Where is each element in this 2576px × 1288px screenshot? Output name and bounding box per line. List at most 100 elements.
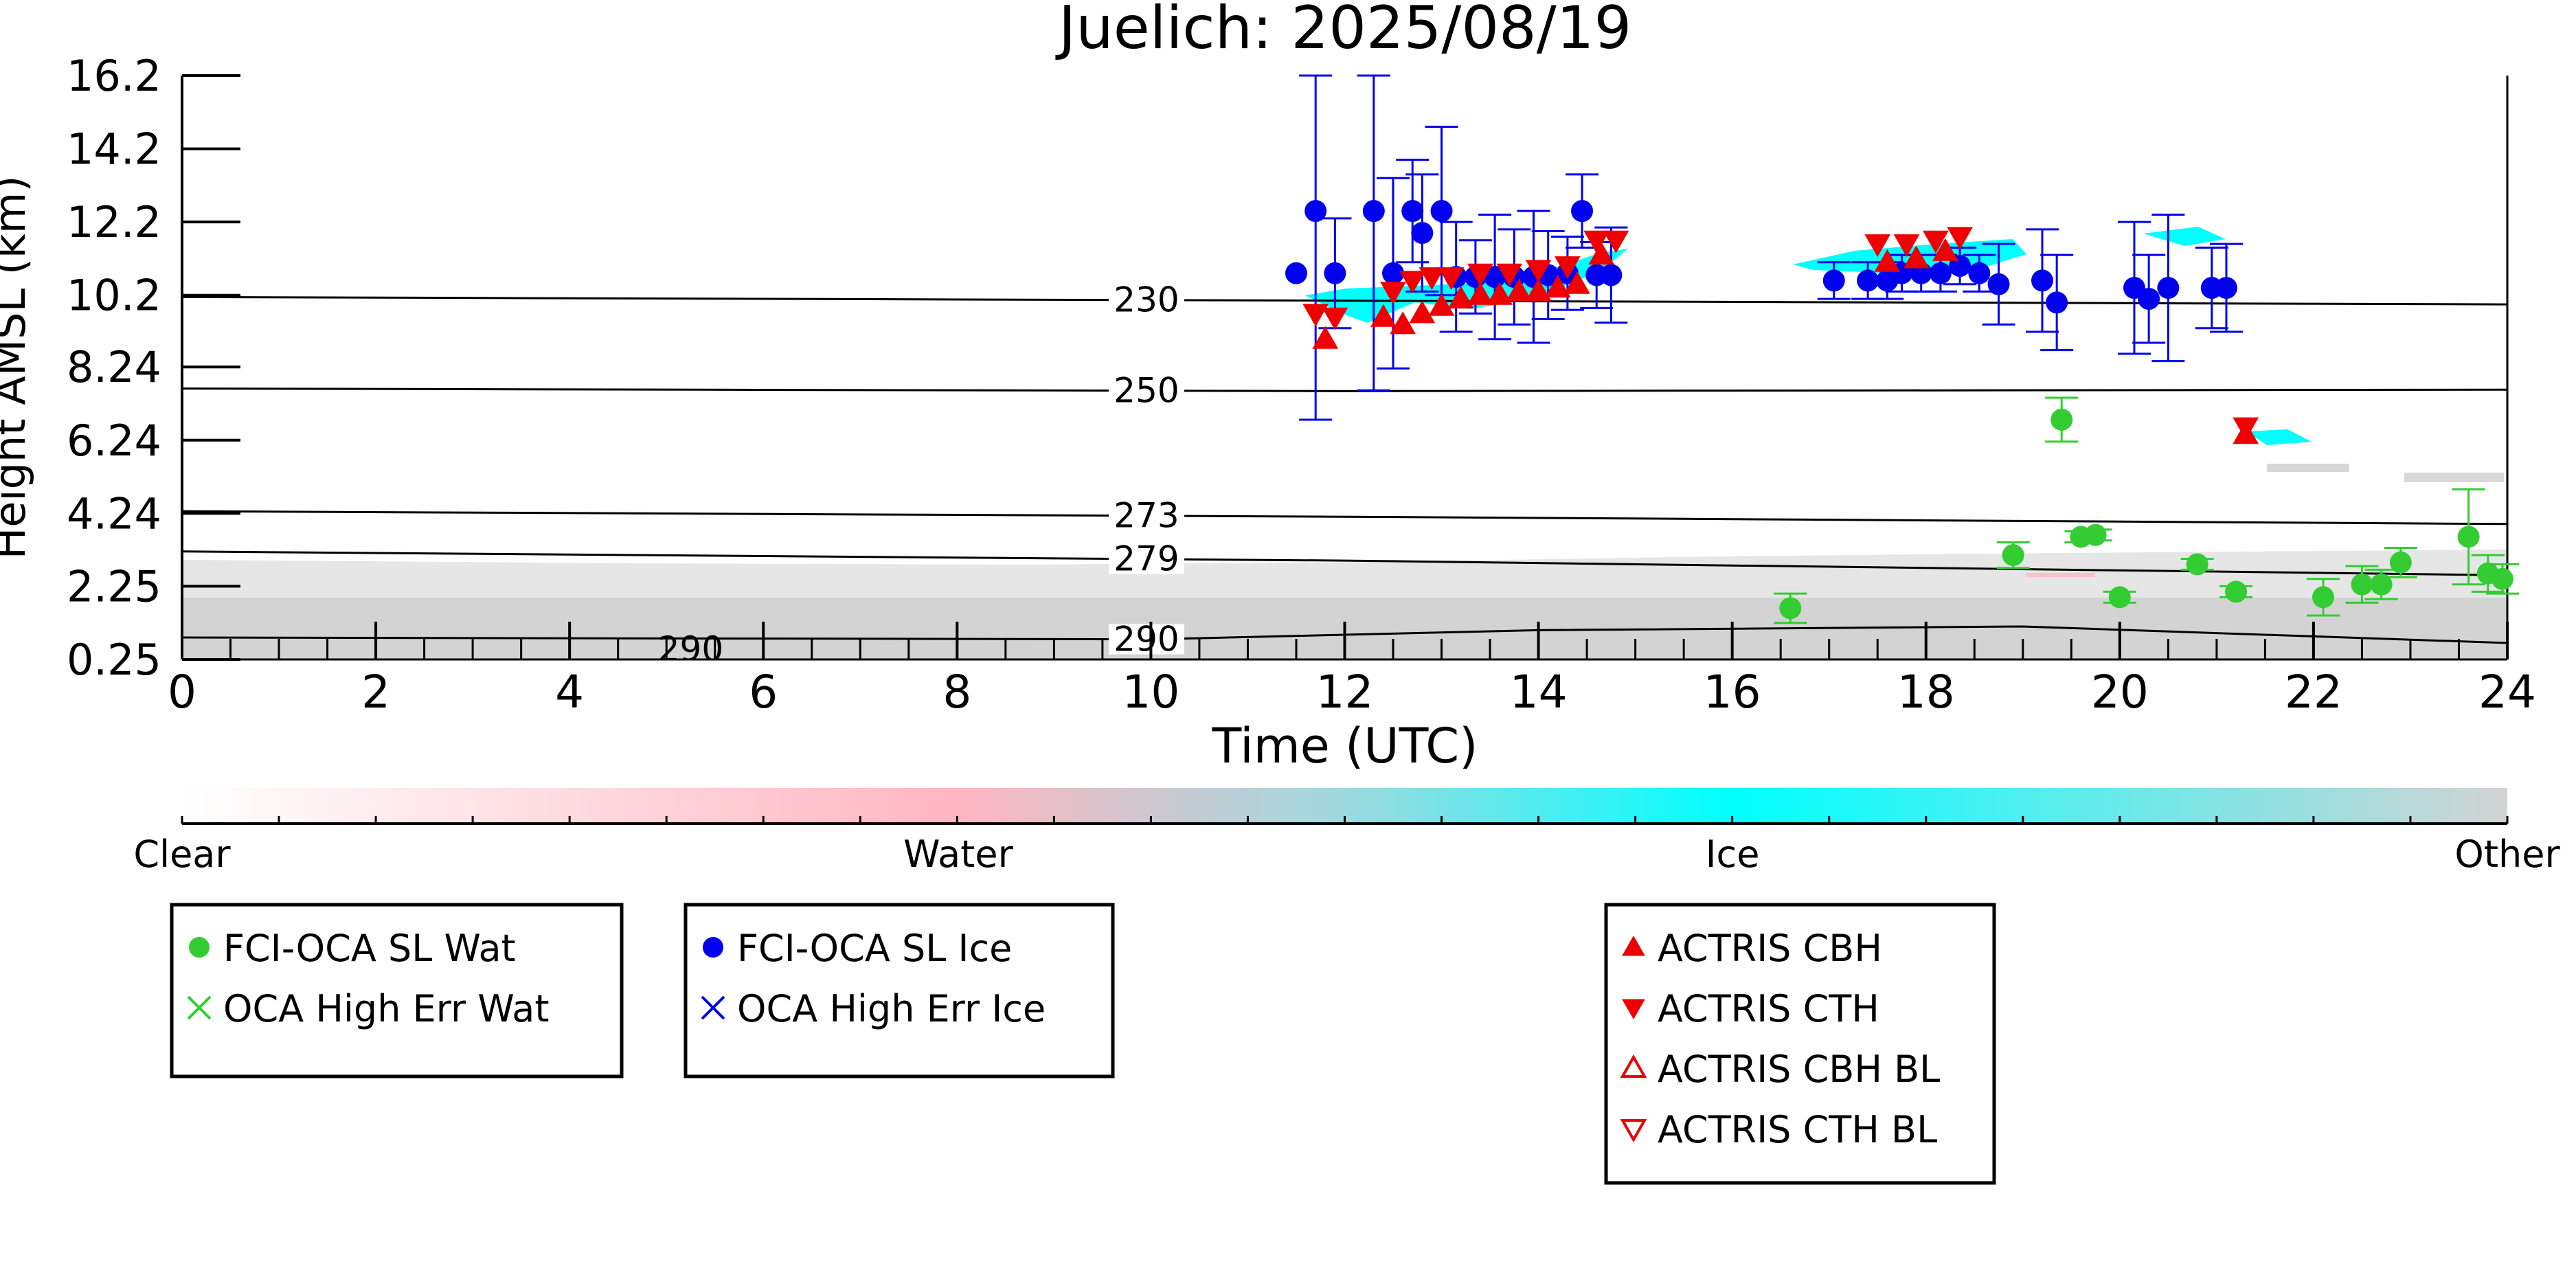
data-point [2491,567,2513,590]
isotherm-label-bg [1109,284,1184,315]
colorbar-label: Clear [133,833,231,876]
y-tick-label: 2.25 [67,561,161,611]
data-point [1857,269,1879,292]
legend-box: ACTRIS CBH ACTRIS CTH ACTRIS CBH BL ACTRIS … [1604,903,1996,1185]
data-point [2186,553,2208,576]
legend-entry-label: ACTRIS CBH BL [1658,1048,1940,1091]
legend-entry-label: OCA High Err Wat [223,987,550,1030]
data-point [1409,300,1436,324]
isotherm-label: 230 [1114,280,1179,320]
legend-marker-stroke [187,995,212,1020]
data-point [1419,267,1445,291]
y-tick-label: 10.2 [67,271,161,321]
legend-marker [1622,999,1645,1020]
data-point [1525,260,1552,283]
legend-entry-label: ACTRIS CTH [1658,987,1879,1030]
data-point [1496,263,1523,286]
data-point [1467,263,1493,286]
data-point [1571,200,1594,223]
data-point [1987,273,2010,295]
data-point [2389,551,2412,574]
data-point [1932,238,1958,261]
x-tick-label: 24 [2478,666,2536,719]
x-tick-label: 14 [1510,666,1568,719]
y-tick-label: 12.2 [67,197,161,247]
data-point [1411,222,1434,245]
data-point [1968,262,1991,284]
isotherm-line [182,387,2507,392]
data-point [1322,307,1348,330]
legend-frame [170,903,624,1078]
data-point [1467,282,1493,305]
data-point [1822,269,1845,292]
isotherm-label: 273 [1114,496,1179,536]
legend-entry-label: ACTRIS CTH BL [1658,1108,1937,1151]
y-tick-label: 16.2 [67,51,161,101]
colorbar-label: Other [2454,833,2560,876]
x-tick-label: 8 [942,666,971,719]
legend-marker [187,995,212,1020]
data-point [1600,264,1623,286]
isotherm-line [182,295,2507,306]
data-point [2050,408,2073,431]
isotherm-label-bg [1109,543,1184,574]
data-point [1544,275,1571,298]
legend-box: FCI-OCA SL Ice OCA High Err Ice [683,903,1115,1078]
data-point [1603,230,1629,253]
isotherm-label-bg [1109,500,1184,531]
legend-marker [1620,1119,1647,1143]
legend-entry-label: FCI-OCA SL Ice [737,927,1012,970]
data-point [1903,245,1930,269]
data-point [1564,271,1590,294]
legend-frame [683,903,1115,1078]
data-point [1382,262,1405,284]
legend-entry-label: ACTRIS CBH [1658,927,1882,970]
other-patch-2 [2404,473,2504,482]
data-point [1370,304,1397,327]
isotherm-line [182,550,2507,576]
legend-box: FCI-OCA SL Wat OCA High Err Wat [170,903,624,1078]
data-point [2233,417,2259,440]
x-tick-label: 22 [2285,666,2342,719]
isotherm-label: 290 [1114,620,1179,659]
data-point [2084,523,2107,546]
data-point [1447,286,1474,309]
data-point [1380,282,1406,305]
x-tick-label: 10 [1122,666,1179,719]
legend-entry-label: FCI-OCA SL Wat [223,927,516,970]
x-tick-label: 18 [1897,666,1955,719]
data-point [1779,597,1802,620]
y-tick-label: 6.24 [67,416,161,466]
isotherm-label: 250 [1114,371,1179,411]
data-point [1362,200,1385,223]
isotherm-label-bg [1109,375,1184,406]
water-patch [2026,573,2095,577]
data-point [1874,249,1901,272]
data-point [1428,293,1455,316]
legend-entry-label: OCA High Err Ice [737,987,1046,1030]
y-tick-label: 4.24 [67,488,161,539]
data-point [1588,242,1615,265]
data-point [2312,586,2335,609]
x-tick-label: 0 [168,666,196,719]
legend-frame [1604,903,1996,1185]
data-point [1583,230,1610,253]
data-point [1506,278,1533,302]
data-point [1864,234,1891,258]
isotherm-line [182,510,2507,526]
data-point [1947,227,1973,250]
data-point [1487,282,1513,305]
data-point [2157,277,2180,300]
data-point [1438,267,1465,291]
y-axis: 0.25 2.25 4.24 6.24 8.24 10.2 12.2 14.2 16.2 [67,51,240,685]
x-tick-label: 4 [555,666,584,719]
series-layer [1285,74,2519,624]
data-point [1302,304,1329,327]
x-tick-label: 2 [361,666,390,719]
isotherm-label-bg [1109,624,1184,655]
data-point [1390,311,1416,335]
isotherm-layer [182,295,2507,644]
data-point [1304,200,1327,223]
